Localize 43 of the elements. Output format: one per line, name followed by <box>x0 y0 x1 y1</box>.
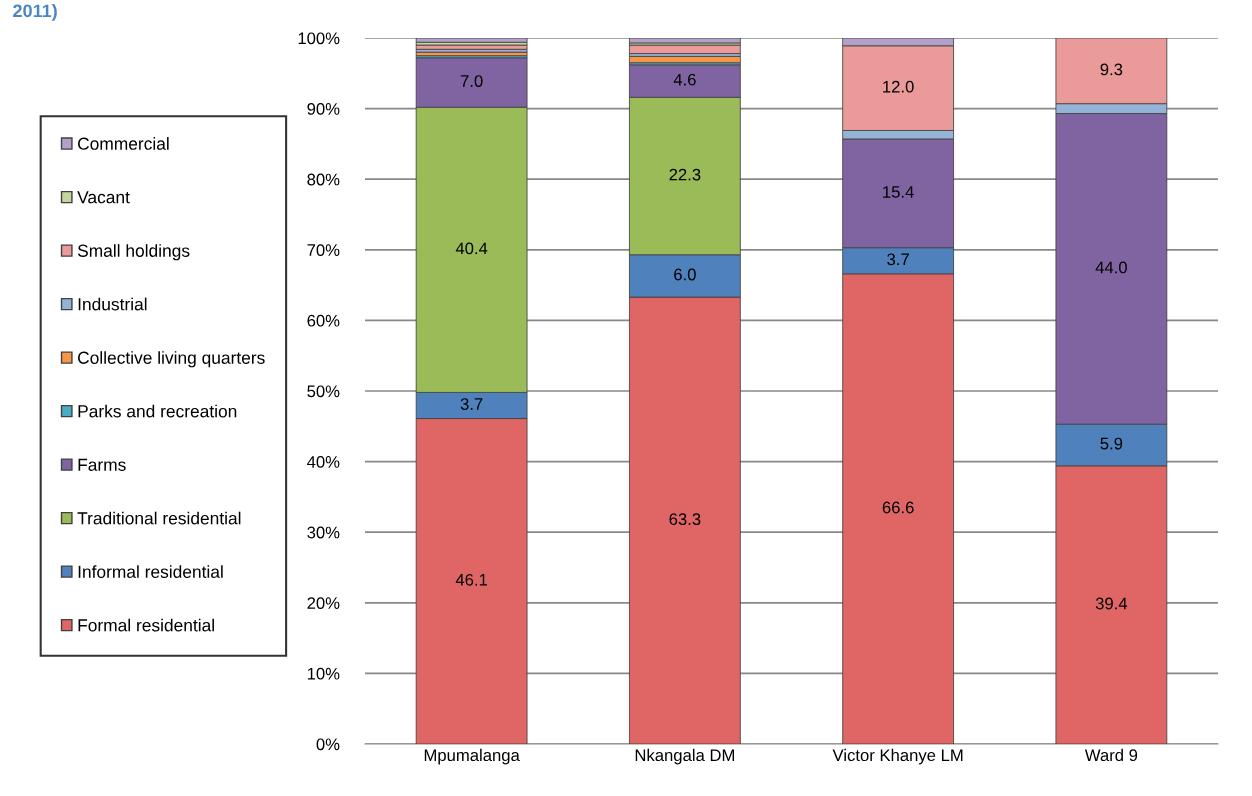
data-label: 15.4 <box>883 186 914 198</box>
legend-label: Farms <box>78 458 126 471</box>
data-label: 40.4 <box>455 242 488 255</box>
y-tick-label: 50% <box>307 385 340 398</box>
y-tick-label: 10% <box>307 667 340 680</box>
y-tick-label: 30% <box>307 526 340 539</box>
data-label: 6.0 <box>674 268 696 281</box>
legend-label: Parks and recreation <box>78 404 237 418</box>
y-tick-label: 40% <box>307 456 340 468</box>
data-label: 12.0 <box>883 80 914 93</box>
legend-label: Small holdings <box>77 244 190 261</box>
data-label: 22.3 <box>669 168 701 181</box>
y-tick-label: 70% <box>307 244 340 256</box>
x-tick-label: Mpumalanga <box>424 748 520 765</box>
data-label: 3.7 <box>887 253 909 266</box>
data-label: 63.3 <box>669 513 701 526</box>
y-tick-label: 100% <box>298 32 340 45</box>
legend-label: Vacant <box>77 191 130 204</box>
text: 2011) <box>13 3 57 21</box>
legend-label: Informal residential <box>78 565 223 578</box>
x-tick-label: Ward 9 <box>1084 748 1138 762</box>
data-label: 66.6 <box>882 501 914 514</box>
legend-label: Collective living quarters <box>78 351 265 368</box>
legend-label: Industrial <box>78 297 147 311</box>
data-label: 4.6 <box>673 73 696 86</box>
legend-label: Formal residential <box>78 618 214 632</box>
legend-label: Commercial <box>78 137 169 150</box>
y-tick-label: 0% <box>316 738 340 751</box>
data-label: 7.0 <box>460 75 483 87</box>
legend-label: Traditional residential <box>77 511 241 525</box>
data-label: 44.0 <box>1095 261 1127 274</box>
x-tick-label: Nkangala DM <box>635 748 734 765</box>
x-tick-label: Victor Khanye LM <box>832 748 963 765</box>
y-tick-label: 90% <box>307 103 340 115</box>
data-label: 3.7 <box>460 398 483 410</box>
y-tick-label: 80% <box>307 173 340 186</box>
y-tick-label: 60% <box>307 314 340 327</box>
data-label: 39.4 <box>1095 597 1128 610</box>
data-label: 9.3 <box>1100 63 1123 76</box>
data-label: 46.1 <box>455 573 488 586</box>
y-tick-label: 20% <box>307 597 340 609</box>
bar <box>629 38 741 44</box>
data-label: 5.9 <box>1100 437 1123 450</box>
